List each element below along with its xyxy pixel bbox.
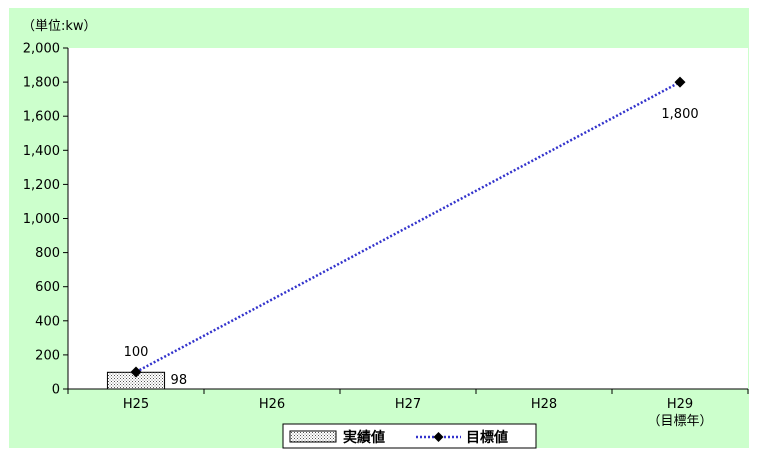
target-line [135,80,681,374]
y-axis: 0 200 400 600 800 1,000 1,200 1,400 1,600 1,800 2,… [23,42,69,398]
x-tick-label: H25 [123,397,149,412]
legend-marker-icon [433,432,444,442]
y-tick-label: 1,600 [23,110,60,125]
legend-bar-swatch [289,430,337,443]
y-tick-label: 1,400 [23,144,60,159]
y-tick-label: 2,000 [23,42,60,57]
x-tick-sublabel: （目標年） [647,414,712,429]
y-tick-label: 1,800 [23,76,60,91]
x-axis: H25 H26 H27 H28 H29 （目標年） [67,388,749,429]
y-tick-label: 1,200 [23,178,60,193]
unit-label: （単位:kw） [22,18,97,34]
data-labels: 98 100 1,800 [124,107,699,388]
y-tick-label: 1,000 [23,212,60,227]
y-tick-label: 400 [35,314,60,329]
legend-label-target: 目標値 [466,429,508,446]
plot-area [68,48,748,389]
legend: 実績値 目標値 [282,423,537,449]
target-marker [674,76,686,88]
y-tick-label: 200 [35,348,60,363]
x-tick-label: H26 [259,397,285,412]
x-tick-label: H29 [667,397,693,412]
legend-label-actual: 実績値 [343,429,385,446]
line-data-label: 1,800 [661,107,698,122]
bar-data-label: 98 [171,373,188,388]
x-tick-label: H27 [395,397,421,412]
line-data-label: 100 [124,345,149,360]
y-tick-label: 800 [35,246,60,261]
y-tick-label: 600 [35,280,60,295]
line-series [130,76,686,378]
target-marker [130,366,142,378]
y-tick-label: 0 [52,383,60,398]
x-tick-label: H28 [531,397,557,412]
